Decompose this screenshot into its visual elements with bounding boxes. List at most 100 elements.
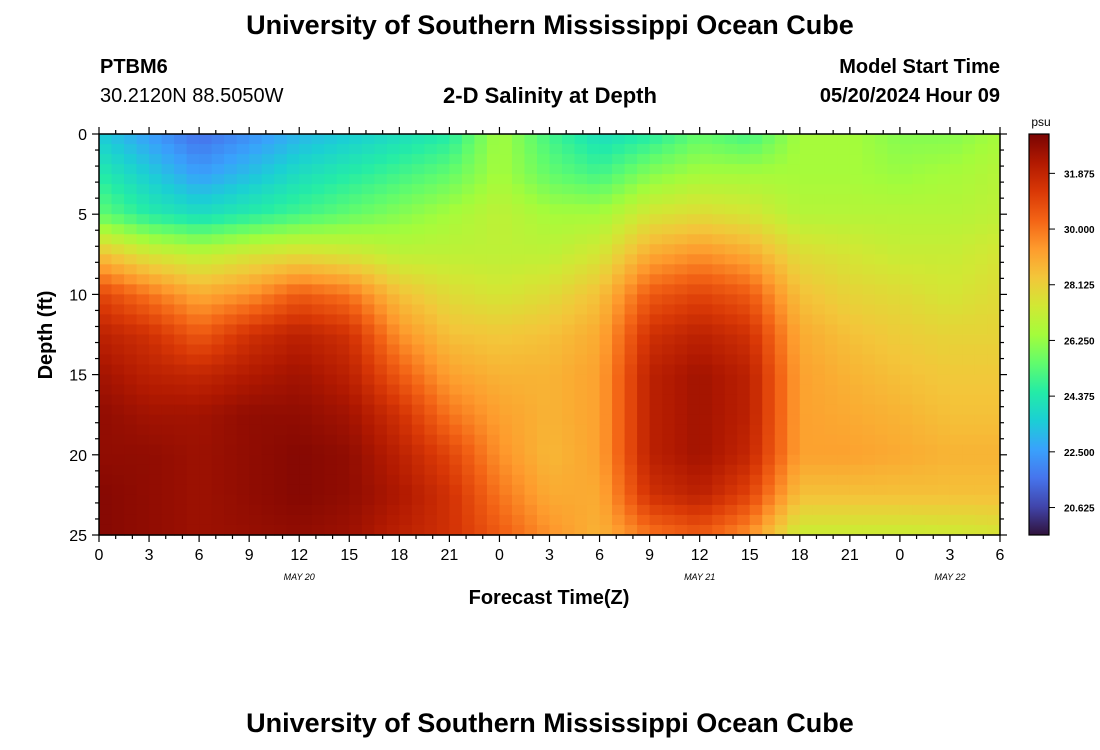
heatmap-cell (411, 164, 425, 175)
heatmap-cell (924, 384, 939, 396)
heatmap-cell (712, 524, 726, 536)
heatmap-cell (549, 274, 563, 285)
heatmap-cell (311, 394, 325, 406)
heatmap-cell (599, 134, 613, 145)
heatmap-cell (787, 274, 801, 285)
heatmap-cell (899, 144, 913, 155)
heatmap-cell (662, 444, 676, 456)
heatmap-cell (374, 294, 388, 306)
heatmap-cell (424, 454, 438, 466)
heatmap-cell (461, 424, 476, 436)
heatmap-cell (774, 484, 788, 496)
heatmap-cell (549, 294, 563, 306)
heatmap-cell (712, 294, 726, 306)
heatmap-cell (874, 424, 888, 436)
heatmap-cell (399, 204, 413, 215)
heatmap-cell (849, 204, 863, 215)
heatmap-cell (924, 224, 939, 235)
heatmap-cell (649, 254, 663, 265)
heatmap-cell (699, 144, 713, 155)
heatmap-cell (399, 174, 413, 185)
heatmap-cell (887, 254, 901, 265)
heatmap-cell (424, 304, 438, 316)
heatmap-cell (524, 254, 538, 265)
heatmap-cell (837, 274, 851, 285)
heatmap-cell (161, 314, 175, 326)
heatmap-cell (361, 204, 375, 215)
heatmap-cell (962, 254, 976, 265)
heatmap-cell (874, 244, 888, 255)
heatmap-cell (624, 374, 638, 386)
heatmap-cell (624, 274, 638, 285)
heatmap-cell (424, 474, 438, 486)
heatmap-cell (336, 364, 350, 376)
heatmap-cell (261, 524, 275, 536)
heatmap-cell (411, 344, 425, 356)
heatmap-cell (674, 464, 688, 476)
heatmap-cell (536, 284, 551, 296)
heatmap-cell (912, 184, 926, 195)
heatmap-cell (799, 494, 813, 506)
heatmap-cell (399, 154, 413, 165)
heatmap-cell (474, 414, 488, 426)
heatmap-cell (324, 234, 338, 245)
heatmap-cell (474, 134, 488, 145)
heatmap-cell (862, 504, 876, 516)
heatmap-cell (374, 144, 388, 155)
heatmap-cell (199, 474, 213, 486)
heatmap-cell (724, 504, 738, 516)
heatmap-cell (649, 334, 663, 346)
heatmap-cell (874, 494, 888, 506)
heatmap-cell (149, 134, 163, 145)
heatmap-cell (912, 254, 926, 265)
heatmap-cell (974, 404, 989, 416)
heatmap-cell (824, 244, 838, 255)
heatmap-cell (674, 234, 688, 245)
heatmap-cell (399, 134, 413, 145)
heatmap-cell (124, 194, 138, 205)
heatmap-cell (949, 244, 964, 255)
heatmap-cell (399, 254, 413, 265)
heatmap-cell (411, 134, 425, 145)
heatmap-cell (349, 294, 363, 306)
heatmap-cell (749, 354, 763, 366)
heatmap-cell (186, 244, 200, 255)
heatmap-cell (887, 414, 901, 426)
heatmap-cell (949, 254, 964, 265)
heatmap-cell (949, 334, 964, 346)
heatmap-cell (812, 384, 826, 396)
heatmap-cell (299, 384, 313, 396)
heatmap-cell (962, 284, 976, 296)
heatmap-cell (299, 254, 313, 265)
heatmap-cell (524, 434, 538, 446)
heatmap-cell (937, 494, 951, 506)
heatmap-cell (336, 274, 350, 285)
heatmap-cell (624, 384, 638, 396)
heatmap-cell (299, 334, 313, 346)
heatmap-cell (399, 294, 413, 306)
heatmap-cell (224, 364, 238, 376)
heatmap-cell (887, 274, 901, 285)
heatmap-cell (949, 194, 964, 205)
heatmap-cell (962, 474, 976, 486)
heatmap-cell (136, 274, 150, 285)
heatmap-cell (724, 294, 738, 306)
heatmap-cell (712, 414, 726, 426)
heatmap-cell (799, 324, 813, 336)
heatmap-cell (899, 184, 913, 195)
colorbar-tick-label: 26.250 (1064, 336, 1095, 347)
heatmap-cell (524, 384, 538, 396)
heatmap-cell (461, 474, 476, 486)
heatmap-cell (937, 204, 951, 215)
heatmap-cell (549, 214, 563, 225)
heatmap-cell (499, 454, 513, 466)
heatmap-cell (111, 384, 125, 396)
heatmap-cell (161, 474, 175, 486)
heatmap-cell (612, 254, 626, 265)
heatmap-cell (824, 184, 838, 195)
heatmap-cell (186, 164, 200, 175)
heatmap-cell (274, 314, 288, 326)
heatmap-cell (186, 194, 200, 205)
heatmap-cell (812, 394, 826, 406)
heatmap-cell (887, 434, 901, 446)
